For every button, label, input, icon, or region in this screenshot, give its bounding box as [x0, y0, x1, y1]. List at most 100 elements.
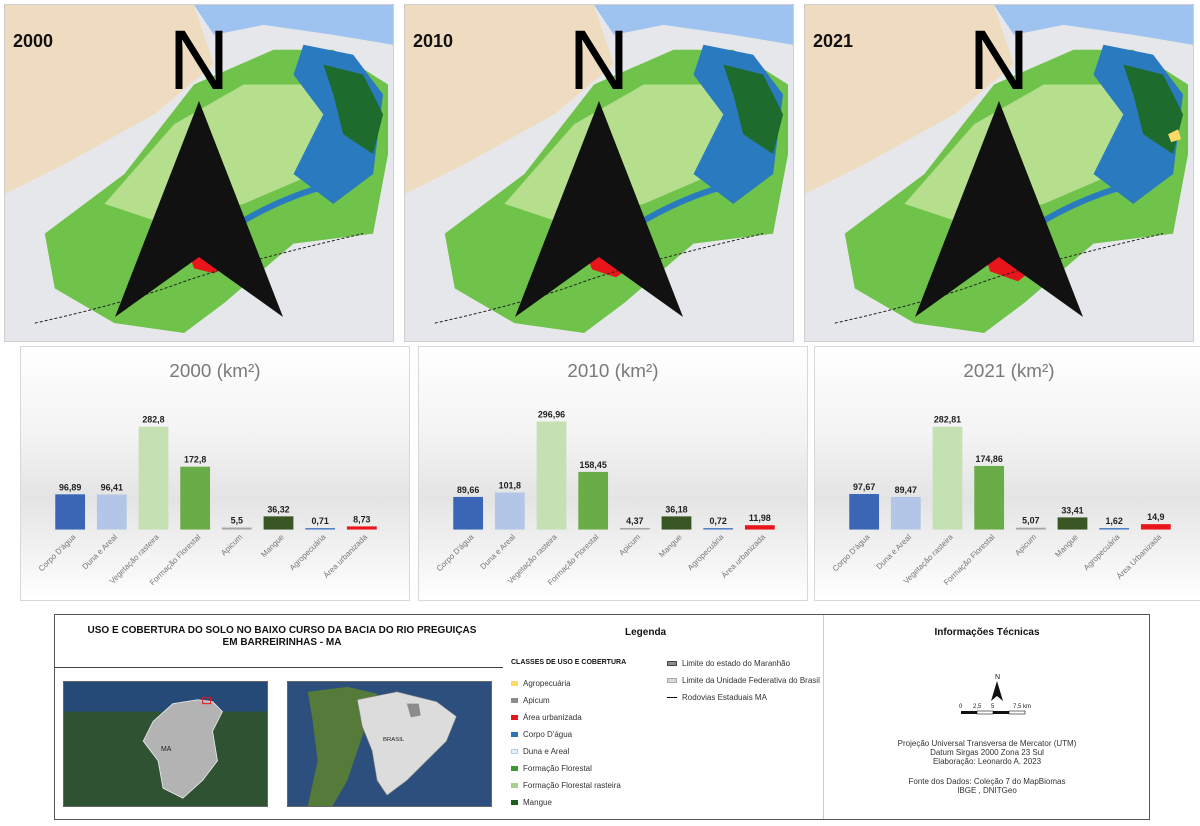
- tech-projection: Projeção Universal Transversa de Mercato…: [897, 739, 1077, 748]
- category-label: Mangue: [259, 532, 286, 559]
- inset-brasil-label: BRASIL: [383, 737, 405, 743]
- category-label: Apicum: [1013, 532, 1038, 557]
- tech-author: Elaboração: Leonardo A. 2023: [932, 757, 1042, 766]
- chart-bar: [932, 426, 963, 530]
- map-year-label: 2021: [813, 31, 854, 51]
- inset-map-maranhao: MA: [63, 681, 268, 807]
- tech-source: Fonte dos Dados: Coleção 7 do MapBiomas: [908, 777, 1066, 786]
- bar-value-label: 282,8: [142, 415, 164, 425]
- north-label: N: [169, 13, 230, 107]
- category-label: Duna e Areal: [874, 532, 913, 571]
- chart-bar: [180, 466, 211, 530]
- legend-item-label: Agropecuária: [523, 679, 571, 688]
- bar-value-label: 1,62: [1105, 516, 1122, 526]
- bar-value-label: 14,9: [1147, 512, 1164, 522]
- chart-bar: [346, 526, 377, 530]
- tech-projection-block: Projeção Universal Transversa de Mercato…: [823, 739, 1151, 766]
- bar-value-label: 158,45: [580, 460, 607, 470]
- bar-chart: 2021 (km²) 97,67 Corpo D'água 89,47 Duna e A…: [831, 360, 1171, 587]
- area-chart-2010: 2010 (km²) 89,66 Corpo D'água 101,8 Duna e A…: [418, 346, 808, 601]
- category-label: Área urbanizada: [322, 532, 370, 580]
- bar-value-label: 97,67: [853, 482, 875, 492]
- tech-datum: Datum Sirgas 2000 Zona 23 Sul: [930, 748, 1044, 757]
- chart-bar: [1057, 517, 1088, 530]
- bar-value-label: 96,89: [59, 482, 81, 492]
- legend-swatch: [667, 697, 677, 698]
- main-title-line2: EM BARREIRINHAS - MA: [222, 637, 342, 648]
- chart-title: 2000 (km²): [169, 360, 260, 381]
- legend-swatch: [511, 698, 518, 703]
- category-label: Corpo D'água: [831, 532, 872, 573]
- north-label: N: [569, 13, 630, 107]
- legend-item-label: Corpo D'água: [523, 730, 573, 739]
- chart-bar: [974, 465, 1005, 530]
- legend-swatch: [511, 732, 518, 737]
- chart-bar: [96, 494, 127, 530]
- tech-info-title: Informações Técnicas: [934, 627, 1040, 638]
- area-chart-2000: 2000 (km²) 96,89 Corpo D'água 96,41 Duna e A…: [20, 346, 410, 601]
- category-label: Mangue: [657, 532, 684, 559]
- legend-swatch: [511, 800, 518, 805]
- area-chart-2021: 2021 (km²) 97,67 Corpo D'água 89,47 Duna e A…: [814, 346, 1200, 601]
- legend-title: Legenda: [625, 627, 667, 638]
- bar-value-label: 33,41: [1061, 505, 1083, 515]
- legend-item-duna-areal: Duna e Areal: [511, 743, 621, 760]
- legend-item-label: Apicum: [523, 696, 550, 705]
- legend-swatch: [511, 749, 518, 754]
- chart-bar: [661, 516, 692, 530]
- tech-source: IBGE , DNITGeo: [957, 786, 1017, 795]
- scale-tick: 0: [959, 704, 963, 710]
- inset-map-brasil: BRASIL: [287, 681, 492, 807]
- chart-bar: [1099, 528, 1130, 530]
- category-label: Agropecuária: [1082, 532, 1122, 572]
- chart-bar: [494, 492, 525, 530]
- legend-swatch: [511, 715, 518, 720]
- north-arrow-icon: N: [115, 13, 283, 317]
- legend-swatch: [511, 766, 518, 771]
- chart-bar: [744, 525, 775, 530]
- north-label: N: [969, 13, 1030, 107]
- category-label: Corpo D'água: [37, 532, 78, 573]
- chart-bar: [55, 494, 86, 530]
- chart-bar: [849, 494, 880, 530]
- bar-value-label: 11,98: [749, 513, 771, 523]
- bar-value-label: 101,8: [499, 481, 521, 491]
- chart-title: 2021 (km²): [963, 360, 1054, 381]
- legend-item-area-urbanizada: Área urbanizada: [511, 709, 621, 726]
- map-year-label: 2010: [413, 31, 454, 51]
- bar-value-label: 36,32: [267, 504, 289, 514]
- legend-item-label: Duna e Areal: [523, 747, 570, 756]
- map-layout-info: USO E COBERTURA DO SOLO NO BAIXO CURSO D…: [54, 614, 1150, 820]
- legend-item-label: Mangue: [523, 798, 552, 807]
- bar-value-label: 5,5: [231, 516, 243, 526]
- bar-value-label: 36,18: [665, 504, 687, 514]
- category-label: Área Urbanizada: [1115, 532, 1164, 581]
- main-title-line1: USO E COBERTURA DO SOLO NO BAIXO CURSO D…: [87, 625, 477, 636]
- inset-ma-label: MA: [161, 746, 172, 753]
- bar-value-label: 0,72: [709, 516, 726, 526]
- chart-bar: [221, 527, 252, 530]
- legend-swatch: [667, 678, 677, 683]
- legend-item-label: Rodovias Estaduais MA: [682, 693, 767, 702]
- scale-tick: 5: [991, 704, 995, 710]
- legend-item-label: Limite da Unidade Federativa do Brasil: [682, 676, 820, 685]
- bar-value-label: 89,66: [457, 485, 479, 495]
- bar-value-label: 172,8: [184, 455, 206, 465]
- chart-bar: [619, 527, 650, 530]
- category-label: Agropecuária: [288, 532, 328, 572]
- bar-value-label: 174,86: [976, 454, 1003, 464]
- north-label: N: [995, 674, 1000, 681]
- bar-value-label: 282,81: [934, 415, 961, 425]
- chart-bar: [536, 421, 567, 530]
- chart-bar: [305, 528, 336, 530]
- bar-value-label: 8,73: [353, 514, 370, 524]
- legend-item-label: Limite do estado do Maranhão: [682, 659, 791, 668]
- legend-item-limite-maranhao: Limite do estado do Maranhão: [667, 655, 820, 672]
- bar-chart: 2000 (km²) 96,89 Corpo D'água 96,41 Duna e A…: [37, 360, 377, 587]
- bar-value-label: 4,37: [626, 516, 643, 526]
- tech-sources-block: Fonte dos Dados: Coleção 7 do MapBiomas …: [823, 777, 1151, 795]
- legend-item-agropecuaria: Agropecuária: [511, 675, 621, 692]
- category-label: Duna e Areal: [478, 532, 517, 571]
- legend-classes-list: Agropecuária Apicum Área urbanizada Corp…: [511, 675, 621, 811]
- legend-swatch: [667, 661, 677, 666]
